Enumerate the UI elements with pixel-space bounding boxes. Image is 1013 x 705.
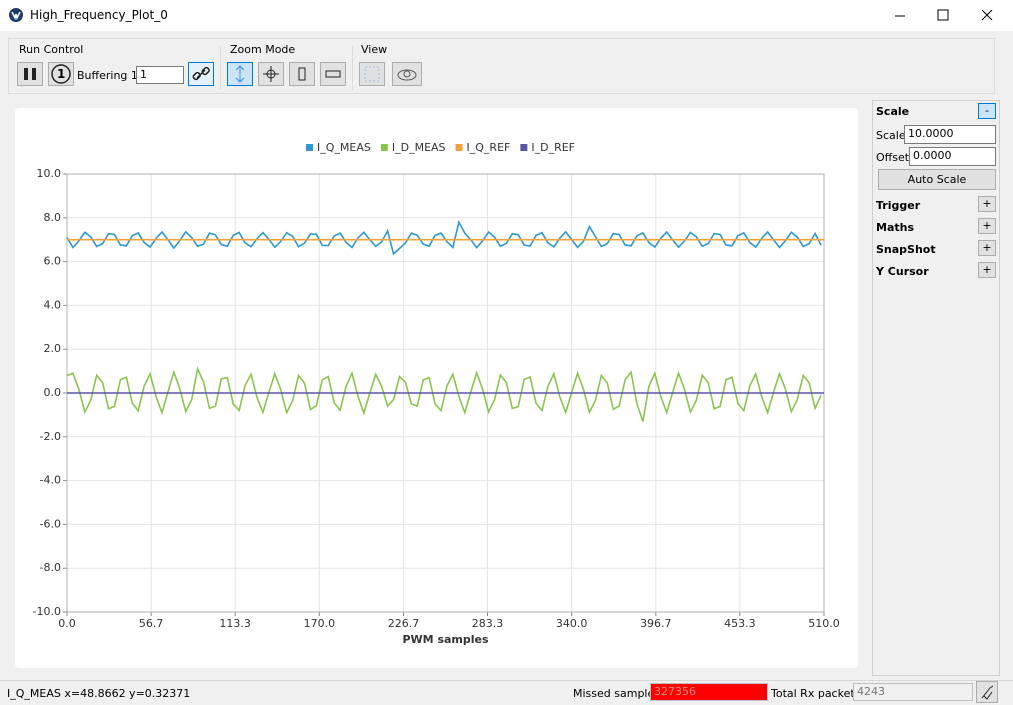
- link-button[interactable]: [188, 62, 214, 86]
- x-tick-label: 56.7: [139, 617, 164, 630]
- section-title[interactable]: SnapShot: [876, 243, 936, 256]
- y-tick-label: -10.0: [33, 605, 61, 618]
- status-separator: [0, 680, 1013, 681]
- section-title[interactable]: Y Cursor: [876, 265, 929, 278]
- rx-label: Total Rx packets: [771, 687, 861, 700]
- legend-label: I_D_REF: [531, 141, 575, 154]
- zoom-x-button[interactable]: [320, 62, 346, 86]
- scale-input[interactable]: 10.0000: [904, 125, 996, 144]
- zoom-xy-button[interactable]: [258, 62, 284, 86]
- expand-button[interactable]: +: [978, 196, 996, 212]
- y-tick-label: 2.0: [44, 342, 62, 355]
- pause-button[interactable]: [17, 62, 43, 86]
- x-tick-label: 113.3: [219, 617, 251, 630]
- zoom-auto-button[interactable]: [227, 62, 253, 86]
- collapse-button[interactable]: -: [978, 103, 996, 119]
- legend-label: I_Q_MEAS: [317, 141, 371, 154]
- y-tick-label: -2.0: [40, 430, 61, 443]
- step-label: 1: [57, 67, 66, 81]
- series-line: [66, 366, 822, 422]
- x-tick-label: 340.0: [556, 617, 588, 630]
- group-label: View: [361, 43, 388, 56]
- legend-swatch: [306, 144, 313, 151]
- buffering-input[interactable]: 1: [136, 66, 184, 84]
- y-tick-label: -8.0: [40, 561, 61, 574]
- side-panel: [872, 100, 1000, 676]
- group-label: Zoom Mode: [230, 43, 296, 56]
- x-tick-label: 453.3: [724, 617, 756, 630]
- x-tick-label: 0.0: [58, 617, 76, 630]
- window-title: High_Frequency_Plot_0: [30, 8, 168, 22]
- x-axis-label: PWM samples: [402, 633, 489, 646]
- rx-value: 4243: [853, 683, 973, 701]
- legend-label: I_Q_REF: [467, 141, 511, 154]
- series-line: [66, 219, 822, 256]
- title-bar: [0, 0, 1013, 31]
- legend-swatch: [520, 144, 528, 151]
- offset-input[interactable]: 0.0000: [909, 147, 996, 166]
- y-tick-label: 0.0: [44, 386, 62, 399]
- y-tick-label: 10.0: [37, 167, 62, 180]
- legend-swatch: [380, 144, 388, 151]
- x-tick-label: 170.0: [304, 617, 336, 630]
- section-title: Scale: [876, 105, 910, 118]
- y-tick-label: 8.0: [44, 211, 62, 224]
- group-label: Run Control: [19, 43, 84, 56]
- fit-view-button[interactable]: [359, 62, 385, 86]
- y-tick-label: 4.0: [44, 298, 62, 311]
- chart: -10.0 -8.0 -6.0 -4.0 -2.0 0.0 2.0 4.0 6.0 8.0 10.0…: [33, 141, 840, 646]
- snapshot-button[interactable]: [392, 62, 422, 86]
- y-tick-label: 6.0: [44, 255, 62, 268]
- zoom-y-button[interactable]: [289, 62, 315, 86]
- missed-label: Missed samples: [573, 687, 660, 700]
- x-tick-label: 510.0: [808, 617, 840, 630]
- missed-value: 327356: [650, 683, 768, 701]
- section-title[interactable]: Trigger: [876, 199, 921, 212]
- legend-swatch: [455, 144, 463, 151]
- clear-button[interactable]: [976, 681, 998, 703]
- section-title[interactable]: Maths: [876, 221, 915, 234]
- scale-label: Scale: [876, 129, 906, 142]
- expand-button[interactable]: +: [978, 262, 996, 278]
- x-tick-label: 226.7: [388, 617, 420, 630]
- legend-label: I_D_MEAS: [392, 141, 446, 154]
- step-button[interactable]: 1: [48, 62, 74, 86]
- expand-button[interactable]: +: [978, 240, 996, 256]
- y-tick-label: -6.0: [40, 517, 61, 530]
- window-controls[interactable]: [880, 0, 1013, 31]
- separator: [352, 46, 353, 90]
- y-tick-label: -4.0: [40, 474, 61, 487]
- offset-label: Offset: [876, 151, 910, 164]
- chart-panel: [15, 108, 858, 668]
- app-icon: [9, 8, 23, 22]
- auto-scale-button[interactable]: Auto Scale: [878, 169, 996, 190]
- x-tick-label: 396.7: [640, 617, 672, 630]
- expand-button[interactable]: +: [978, 218, 996, 234]
- separator: [220, 46, 221, 90]
- x-tick-label: 283.3: [472, 617, 504, 630]
- toolbar: [8, 38, 995, 94]
- buffering-label: Buffering 1/: [77, 69, 142, 82]
- cursor-readout: I_Q_MEAS x=48.8662 y=0.32371: [7, 687, 191, 700]
